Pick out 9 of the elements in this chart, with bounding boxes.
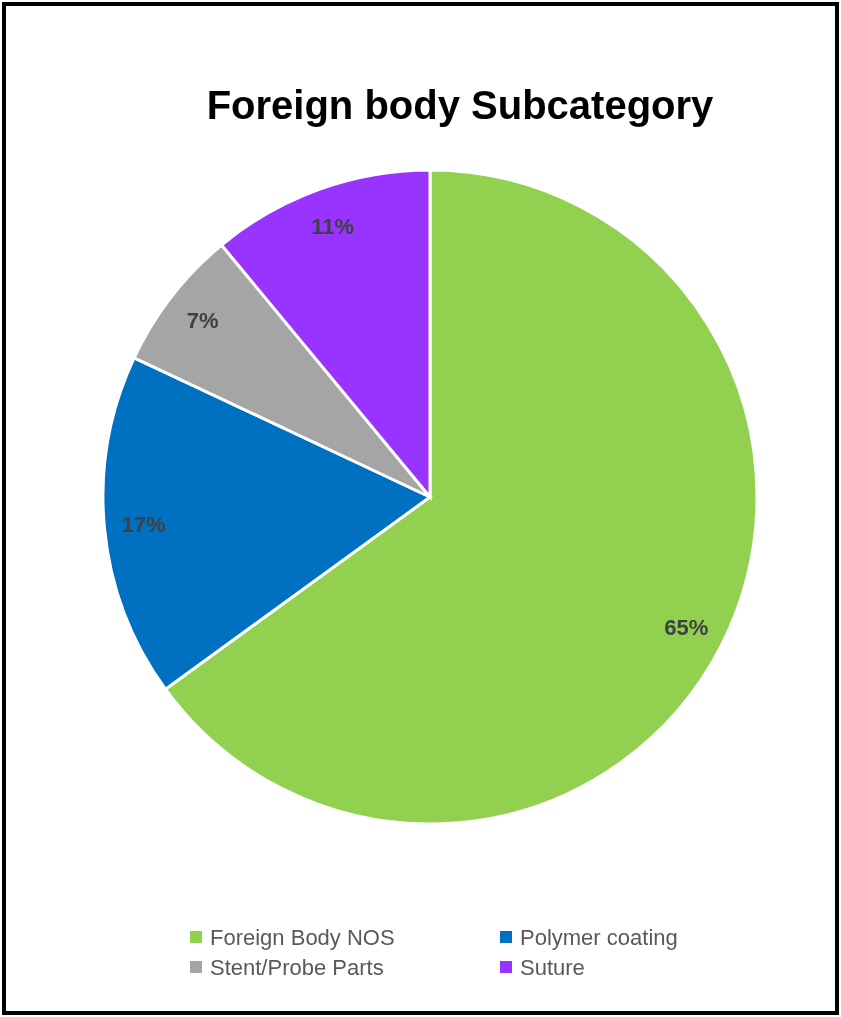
data-label: 65% [664, 615, 709, 641]
legend-label: Polymer coating [520, 924, 678, 950]
legend-label: Foreign Body NOS [210, 924, 395, 950]
legend-label: Suture [520, 954, 585, 980]
data-label: 11% [311, 213, 354, 239]
data-label: 17% [121, 511, 166, 537]
chart-title: Foreign body Subcategory [206, 83, 715, 127]
legend-label: Stent/Probe Parts [210, 954, 384, 980]
data-label: 7% [186, 308, 219, 334]
